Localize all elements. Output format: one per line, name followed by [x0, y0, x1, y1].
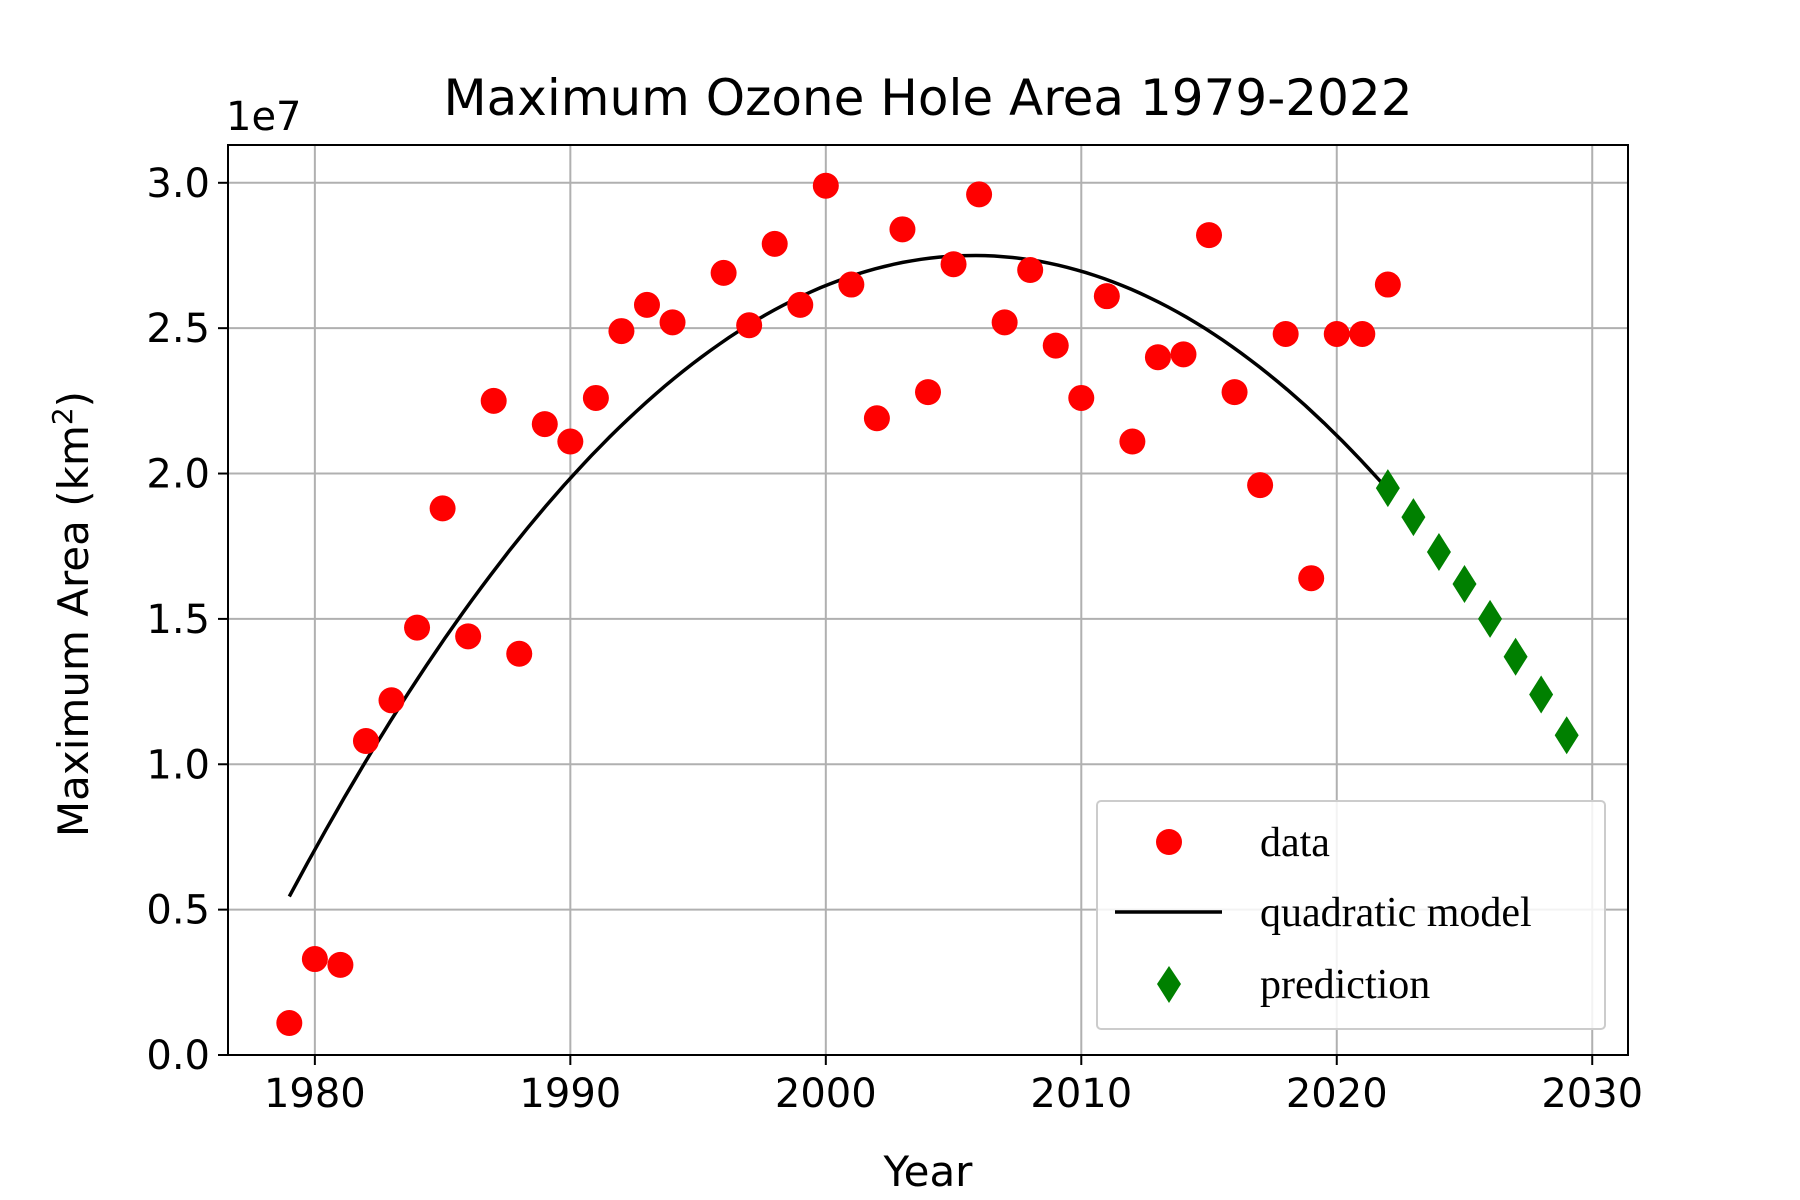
data-point: [915, 379, 941, 406]
data-point: [1247, 472, 1274, 499]
legend-prediction-marker: [1157, 966, 1181, 1003]
data-point: [1272, 320, 1299, 347]
data-point: [378, 687, 405, 714]
x-axis-ticks: 1980 1990 2000 2010 2020 2030: [264, 1055, 1643, 1117]
x-tick-label: 1990: [519, 1071, 621, 1117]
x-tick-label: 2000: [775, 1071, 877, 1117]
data-point: [1170, 341, 1197, 368]
prediction-point: [1452, 565, 1477, 604]
data-point: [1298, 565, 1325, 592]
data-point: [633, 291, 660, 318]
data-point: [301, 946, 328, 973]
prediction-point: [1554, 716, 1579, 755]
quadratic-model-line: [287, 253, 1390, 898]
data-point: [812, 172, 839, 199]
data-point: [940, 251, 967, 278]
legend-box: [1096, 800, 1606, 1030]
data-point: [1017, 257, 1044, 284]
data-point: [506, 640, 533, 667]
data-point: [787, 291, 814, 318]
data-point: [1196, 222, 1223, 249]
prediction-point: [1426, 533, 1451, 572]
y-axis-label-superscript: 2: [46, 407, 79, 425]
data-point: [659, 309, 686, 336]
data-point: [736, 312, 763, 339]
legend-data-marker: [1156, 829, 1182, 855]
data-point: [327, 951, 354, 978]
data-point: [557, 428, 584, 455]
data-point: [1068, 384, 1095, 411]
grid: [228, 145, 1628, 1056]
prediction-point: [1401, 498, 1426, 537]
legend-data-label: data: [1260, 820, 1330, 866]
prediction-point: [1529, 675, 1554, 714]
data-point: [966, 181, 993, 208]
legend-prediction-label: prediction: [1260, 962, 1430, 1008]
quadratic-model-layer: [287, 253, 1390, 898]
data-point: [480, 387, 507, 414]
data-point: [991, 309, 1018, 336]
x-tick-label: 2020: [1286, 1071, 1388, 1117]
data-point: [1323, 320, 1350, 347]
data-point: [1119, 428, 1146, 455]
y-axis-ticks: 0.0 0.5 1.0 1.5 2.0 2.5 3.0: [146, 161, 228, 1079]
data-point: [404, 614, 431, 641]
data-point: [1042, 332, 1069, 359]
y-offset-label: 1e7: [226, 94, 302, 140]
data-point: [608, 318, 635, 345]
y-tick-label: 0.5: [146, 888, 210, 934]
x-axis-label: Year: [883, 1147, 974, 1196]
data-point: [1093, 283, 1120, 310]
data-point: [276, 1010, 303, 1037]
data-point: [1144, 344, 1171, 371]
data-point: [889, 216, 916, 243]
y-tick-label: 1.5: [146, 597, 210, 643]
x-tick-label: 2010: [1030, 1071, 1132, 1117]
y-tick-label: 3.0: [146, 161, 210, 207]
y-tick-label: 2.5: [146, 306, 210, 352]
data-point: [429, 495, 456, 522]
data-point: [455, 623, 482, 650]
y-tick-label: 0.0: [146, 1033, 210, 1079]
data-point: [1349, 320, 1376, 347]
x-tick-label: 1980: [264, 1071, 366, 1117]
data-point: [1221, 379, 1248, 406]
y-tick-label: 1.0: [146, 742, 210, 788]
data-point: [761, 230, 788, 257]
data-point: [582, 384, 609, 411]
data-point: [352, 728, 379, 755]
data-point: [863, 405, 890, 432]
prediction-point: [1478, 599, 1503, 638]
legend-model-label: quadratic model: [1260, 890, 1532, 936]
prediction-point: [1375, 469, 1400, 508]
legend: data quadratic model prediction: [1096, 800, 1606, 1030]
prediction-point: [1503, 637, 1528, 676]
data-point: [531, 411, 558, 438]
chart-title: Maximum Ozone Hole Area 1979-2022: [443, 69, 1412, 127]
prediction-layer: [1375, 469, 1579, 755]
data-point: [710, 259, 737, 286]
data-point: [1374, 271, 1401, 298]
y-axis-label: Maximum Area (km2): [46, 391, 98, 837]
y-tick-label: 2.0: [146, 452, 210, 498]
x-tick-label: 2030: [1541, 1071, 1643, 1117]
data-points-layer: [276, 172, 1401, 1037]
plot-frame: [227, 144, 1629, 1056]
data-point: [838, 271, 865, 298]
